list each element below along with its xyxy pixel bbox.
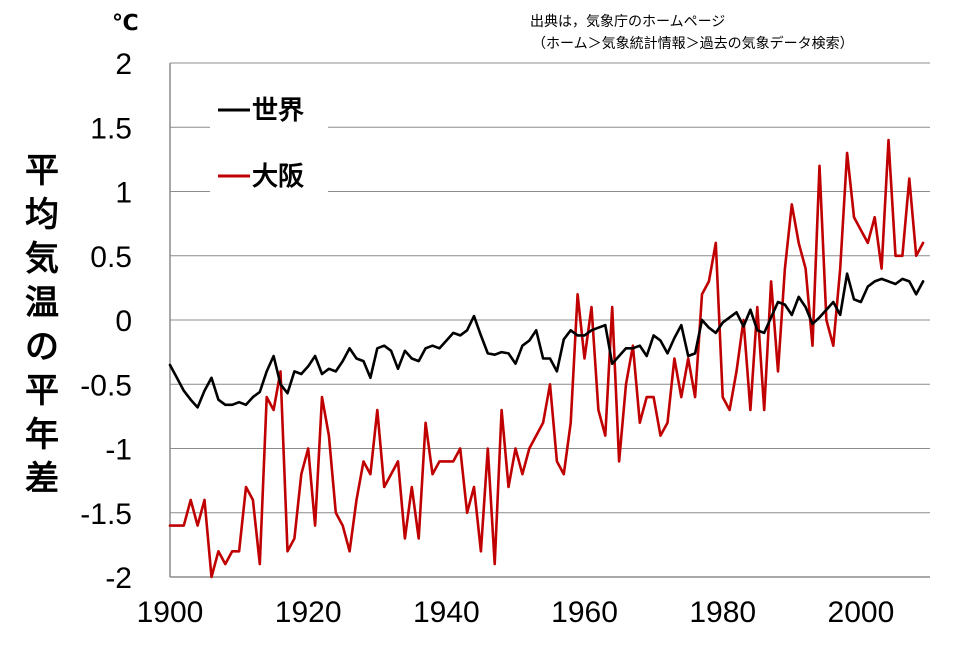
unit-label: ℃ [112,11,139,36]
y-tick-label: 0 [115,305,132,338]
y-tick-label: 0.5 [90,241,132,274]
x-tick-labels: 1900 1920 1940 1960 1980 2000 [137,596,895,629]
x-tick-label: 1980 [689,596,756,629]
series-lines [168,138,925,579]
series-line-1 [168,138,925,579]
y-axis-label-char: の [25,327,59,367]
source-line-1: 出典は，気象庁のホームページ [530,14,725,30]
source-line-2: （ホーム＞気象統計情報＞過去の気象データ検索） [532,35,854,52]
y-tick-labels: 2 1.5 1 0.5 0 -0.5 -1 -1.5 -2 [80,48,132,595]
y-axis-label-char: 平 [25,151,59,191]
y-tick-label: -1.5 [80,498,132,531]
y-axis-label-char: 温 [25,283,59,323]
x-tick-label: 1900 [137,596,204,629]
y-axis-label-char: 均 [25,195,59,235]
legend-label-osaka: 大阪 [252,162,304,192]
legend: 世界 大阪 [210,92,328,202]
y-tick-label: 1.5 [90,112,132,145]
legend-label-world: 世界 [252,96,304,126]
y-tick-label: 2 [115,48,132,81]
y-axis-label-char: 差 [25,459,59,499]
y-axis-label-char: 気 [25,239,59,279]
x-tick-label: 1920 [275,596,342,629]
x-tick-label: 1940 [413,596,480,629]
x-tick-label: 2000 [828,596,895,629]
y-axis-label-char: 平 [25,371,59,411]
y-tick-label: -1 [105,434,132,467]
x-tick-label: 1960 [551,596,618,629]
axes [169,63,930,578]
y-axis-label-char: 年 [25,415,59,455]
y-tick-label: 1 [115,177,132,210]
y-tick-label: -2 [105,562,132,595]
y-tick-label: -0.5 [80,369,132,402]
series-line-0 [168,272,925,409]
